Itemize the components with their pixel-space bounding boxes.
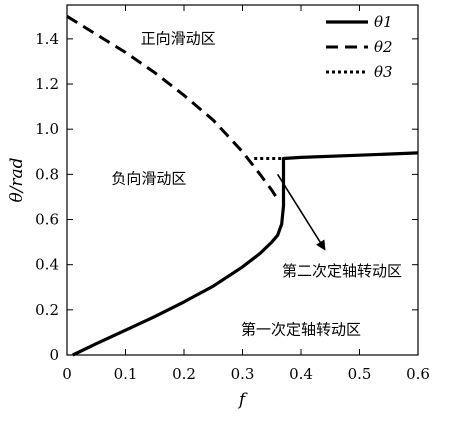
x-tick-label: 0.2 xyxy=(172,365,196,383)
x-tick-label: 0.5 xyxy=(348,365,372,383)
legend: θ1 θ2 θ3 xyxy=(326,13,393,81)
y-tick-label: 1.0 xyxy=(35,120,59,138)
annotation-arrow xyxy=(276,173,326,251)
x-tick-label: 0.6 xyxy=(406,365,430,383)
x-tick-label: 0.1 xyxy=(114,365,138,383)
y-tick-label: 0.8 xyxy=(35,165,59,183)
y-tick-label: 0.2 xyxy=(35,301,59,319)
x-tick-label: 0.3 xyxy=(231,365,255,383)
y-axis-title: θ/rad xyxy=(7,157,27,202)
legend-label-1: θ1 xyxy=(374,13,393,31)
x-axis-title: f xyxy=(237,390,248,410)
series-line-2 xyxy=(66,15,279,201)
region-label-3: 第二次定轴转动区 xyxy=(282,262,402,280)
series-line-1 xyxy=(72,151,419,357)
x-tick-label: 0.4 xyxy=(289,365,313,383)
region-label-1: 正向滑动区 xyxy=(141,29,216,47)
y-tick-label: 0 xyxy=(49,346,59,364)
legend-label-2: θ2 xyxy=(374,38,393,56)
axis-ticks: 0 0.1 0.2 0.3 0.4 0.5 0.6 0 0.2 0.4 0.6 0.8 1.0 1.2 1.… xyxy=(35,5,430,383)
y-tick-label: 0.6 xyxy=(35,211,59,229)
series-group xyxy=(66,15,419,357)
region-label-2: 负向滑动区 xyxy=(111,169,186,187)
y-tick-label: 1.4 xyxy=(35,30,59,48)
legend-label-3: θ3 xyxy=(374,63,393,81)
x-tick-label: 0 xyxy=(62,365,72,383)
y-tick-label: 1.2 xyxy=(35,75,59,93)
y-tick-label: 0.4 xyxy=(35,256,59,274)
region-label-4: 第一次定轴转动区 xyxy=(241,321,361,339)
